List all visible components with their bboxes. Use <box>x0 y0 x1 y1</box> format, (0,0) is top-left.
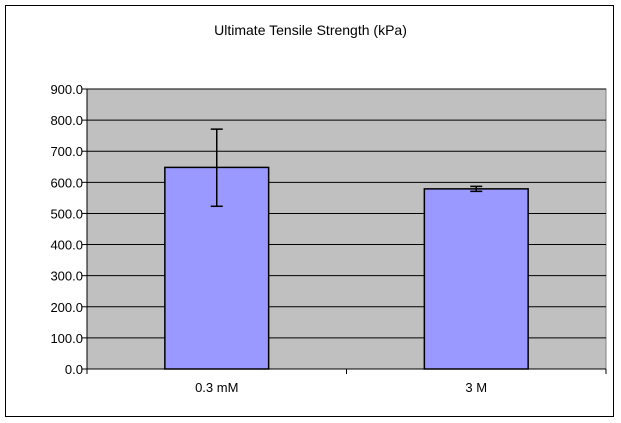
y-tick-label: 900.0 <box>50 82 83 97</box>
bars <box>164 166 529 370</box>
y-tick-label: 0.0 <box>65 362 83 377</box>
y-tick-label: 100.0 <box>50 331 83 346</box>
y-tick-labels: 0.0 100.0 200.0 300.0 400.0 500.0 600.0 700.0 80… <box>50 82 83 377</box>
bar <box>423 188 529 370</box>
y-tick-label: 700.0 <box>50 144 83 159</box>
y-tick-label: 200.0 <box>50 300 83 315</box>
y-tick-label: 800.0 <box>50 113 83 128</box>
y-tick-label: 400.0 <box>50 238 83 253</box>
x-tick-labels: 0.3 mM 3 M <box>195 380 487 395</box>
y-tick-label: 600.0 <box>50 175 83 190</box>
y-tick-label: 500.0 <box>50 206 83 221</box>
x-tick-label: 3 M <box>465 380 487 395</box>
chart-title: Ultimate Tensile Strength (kPa) <box>214 22 407 38</box>
error-bars <box>210 128 483 208</box>
axes <box>82 88 607 374</box>
x-tick-label: 0.3 mM <box>195 380 238 395</box>
y-tick-label: 300.0 <box>50 269 83 284</box>
